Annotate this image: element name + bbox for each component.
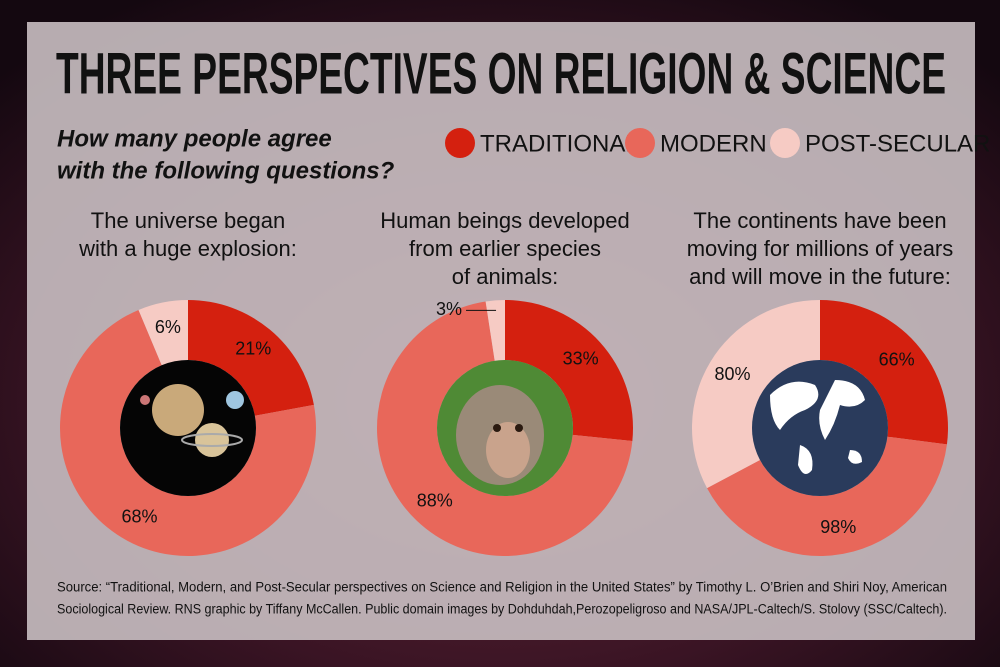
question: Human beings developed xyxy=(380,208,630,233)
donut-slice xyxy=(485,300,505,361)
legend-label: POST-SECULAR xyxy=(805,130,990,157)
question: The continents have been xyxy=(693,208,946,233)
subtitle: How many people agree xyxy=(57,125,332,152)
donut-slice xyxy=(188,300,314,416)
donut-slice xyxy=(691,300,820,489)
value-label: 66% xyxy=(879,349,915,369)
donut-slice xyxy=(505,300,633,441)
source: Sociological Review. RNS graphic by Tiff… xyxy=(57,602,947,617)
value-label: 80% xyxy=(715,364,751,384)
value-label: 21% xyxy=(235,338,271,358)
value-label: 6% xyxy=(155,317,181,337)
question: and will move in the future: xyxy=(689,264,951,289)
value-label: 88% xyxy=(417,491,453,511)
value-label: 33% xyxy=(563,348,599,368)
donut-slice xyxy=(820,300,948,445)
donut-slice xyxy=(138,300,188,366)
legend-label: MODERN xyxy=(660,130,767,157)
legend-swatch xyxy=(625,128,655,158)
question: The universe began xyxy=(91,208,285,233)
legend-swatch xyxy=(770,128,800,158)
question: from earlier species xyxy=(409,236,601,261)
value-label: 3% xyxy=(436,299,462,319)
question: moving for millions of years xyxy=(687,236,954,261)
donut-slice xyxy=(59,309,317,556)
value-label: 68% xyxy=(121,506,157,526)
question: with a huge explosion: xyxy=(78,236,297,261)
planets-image xyxy=(120,360,256,496)
question: of animals: xyxy=(452,264,558,289)
title: THREE PERSPECTIVES ON RELIGION & SCIENCE xyxy=(56,41,946,106)
legend-swatch xyxy=(445,128,475,158)
donut-slice xyxy=(376,301,633,556)
donut-slice xyxy=(707,436,947,556)
monkey-image xyxy=(437,360,573,496)
value-label: 98% xyxy=(820,517,856,537)
globe-image xyxy=(752,360,888,496)
legend-label: TRADITIONAL xyxy=(480,130,639,157)
source: Source: “Traditional, Modern, and Post-S… xyxy=(57,580,947,595)
subtitle: with the following questions? xyxy=(57,157,395,184)
